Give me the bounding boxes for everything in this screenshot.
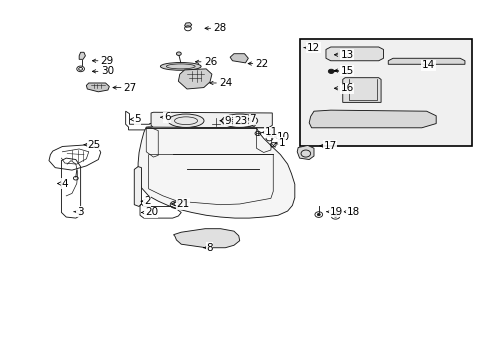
Polygon shape — [79, 52, 85, 59]
Circle shape — [327, 69, 333, 73]
Text: 2: 2 — [143, 196, 150, 206]
Polygon shape — [178, 69, 211, 89]
Text: 25: 25 — [87, 140, 101, 150]
Text: 22: 22 — [255, 59, 268, 68]
Text: 27: 27 — [123, 82, 137, 93]
Polygon shape — [157, 117, 167, 121]
Text: 29: 29 — [101, 56, 114, 66]
Text: 13: 13 — [340, 50, 353, 60]
Text: 26: 26 — [203, 57, 217, 67]
Ellipse shape — [221, 114, 257, 127]
Polygon shape — [173, 229, 239, 248]
Text: 7: 7 — [249, 114, 255, 124]
Polygon shape — [297, 145, 313, 159]
Ellipse shape — [160, 63, 201, 70]
Text: 5: 5 — [134, 114, 141, 124]
Circle shape — [333, 215, 336, 217]
Text: 23: 23 — [233, 116, 247, 126]
Text: 10: 10 — [277, 132, 289, 142]
Polygon shape — [134, 167, 141, 207]
Bar — [299, 39, 471, 147]
Polygon shape — [230, 54, 248, 63]
Text: 30: 30 — [101, 66, 114, 76]
Text: 3: 3 — [77, 207, 83, 217]
Polygon shape — [184, 23, 191, 27]
Text: 18: 18 — [346, 207, 359, 217]
Polygon shape — [325, 47, 383, 61]
Text: 28: 28 — [213, 23, 226, 33]
Polygon shape — [342, 78, 380, 102]
Polygon shape — [138, 127, 294, 218]
Text: 20: 20 — [144, 207, 158, 217]
Circle shape — [317, 213, 320, 216]
Text: 4: 4 — [61, 179, 68, 189]
Ellipse shape — [168, 114, 203, 127]
Text: 9: 9 — [224, 116, 230, 126]
Polygon shape — [387, 58, 464, 64]
Text: 17: 17 — [323, 141, 336, 151]
Circle shape — [176, 52, 181, 55]
Text: 16: 16 — [340, 83, 353, 93]
Text: 6: 6 — [163, 112, 170, 122]
Polygon shape — [308, 110, 435, 128]
Polygon shape — [151, 112, 272, 128]
Text: 14: 14 — [421, 60, 434, 70]
Text: 21: 21 — [176, 199, 189, 209]
Polygon shape — [86, 83, 109, 92]
Text: 12: 12 — [306, 43, 319, 53]
Text: 8: 8 — [206, 243, 212, 253]
Text: 15: 15 — [340, 66, 353, 76]
Text: 11: 11 — [264, 127, 277, 138]
Text: 19: 19 — [329, 207, 343, 217]
Text: 24: 24 — [219, 78, 232, 88]
Text: 1: 1 — [279, 138, 285, 148]
